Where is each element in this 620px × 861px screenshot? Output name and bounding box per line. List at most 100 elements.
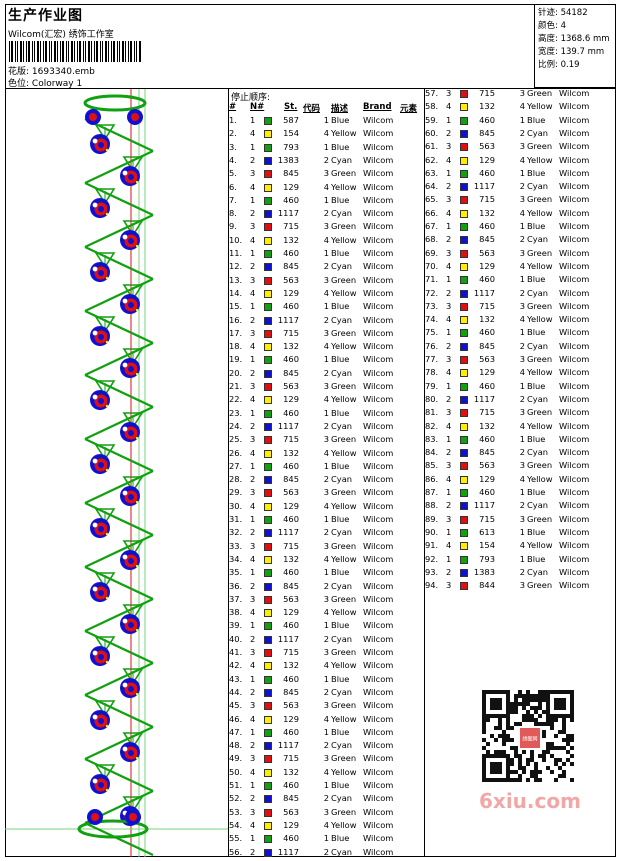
- stitch-count: 132: [283, 553, 299, 564]
- rose-center: [128, 686, 134, 692]
- color-swatch: [460, 183, 468, 192]
- color-swatch: [264, 728, 272, 737]
- color-description: Green: [527, 460, 553, 471]
- stop-row: 27. 1 460 1 Blue Wilcom: [229, 461, 424, 474]
- stitch-count: 715: [479, 194, 495, 205]
- color-code: 1: [323, 833, 329, 844]
- brand-name: Wilcom: [363, 620, 394, 631]
- brand-name: Wilcom: [363, 208, 394, 219]
- rose-accent: [105, 724, 109, 728]
- stop-number: 87.: [425, 487, 439, 497]
- color-description: Green: [527, 354, 553, 364]
- color-description: Yellow: [527, 101, 553, 112]
- needle-number: 2: [250, 261, 256, 272]
- color-code: 4: [323, 394, 329, 405]
- stitch-count: 129: [479, 260, 495, 271]
- stop-number: 22.: [229, 394, 243, 405]
- color-description: Green: [331, 753, 357, 764]
- stitch-count: 1117: [473, 393, 495, 404]
- stop-row: 89. 3 715 3 Green Wilcom: [425, 514, 620, 527]
- rose-center: [128, 622, 134, 628]
- stitch-count: 132: [283, 766, 299, 777]
- rose-center: [128, 302, 134, 308]
- stop-row: 12. 2 845 2 Cyan Wilcom: [229, 261, 424, 274]
- needle-number: 1: [446, 553, 452, 564]
- color-code: 3: [519, 194, 525, 205]
- stop-row: 47. 1 460 1 Blue Wilcom: [229, 727, 424, 740]
- color-swatch: [460, 409, 468, 418]
- color-description: Green: [331, 647, 357, 657]
- brand-name: Wilcom: [363, 740, 394, 751]
- needle-number: 1: [446, 114, 452, 125]
- stitch-count: 1117: [277, 633, 299, 644]
- leaf: [94, 444, 116, 461]
- header: 生产作业图 Wilcom(汇宏) 绣饰工作室 花版: 1693340.emb 色…: [5, 4, 534, 89]
- col-header-element: 元素: [400, 104, 418, 114]
- stop-number: 18.: [229, 341, 243, 352]
- stop-number: 11.: [229, 248, 243, 258]
- color-code: 2: [519, 500, 525, 511]
- stop-number: 5.: [229, 168, 237, 179]
- brand-name: Wilcom: [363, 221, 394, 232]
- rose-highlight: [92, 394, 98, 400]
- color-description: Cyan: [331, 208, 353, 219]
- needle-number: 1: [250, 301, 256, 312]
- stop-row: 10. 4 132 4 Yellow Wilcom: [229, 235, 424, 248]
- brand-name: Wilcom: [559, 88, 590, 98]
- embroidery-design-svg: [5, 89, 228, 857]
- needle-number: 2: [250, 154, 256, 165]
- brand-name: Wilcom: [559, 114, 590, 125]
- stop-number: 81.: [425, 407, 439, 418]
- stop-row: 29. 3 563 3 Green Wilcom: [229, 487, 424, 500]
- brand-name: Wilcom: [559, 566, 590, 577]
- brand-name: Wilcom: [363, 274, 394, 285]
- stitch-count: 129: [283, 394, 299, 405]
- color-code: 3: [323, 700, 329, 711]
- stitch-count: 129: [283, 713, 299, 724]
- stitch-count: 460: [283, 833, 299, 844]
- color-description: Cyan: [527, 127, 549, 138]
- stop-number: 71.: [425, 274, 439, 285]
- color-description: Green: [331, 274, 357, 285]
- rose-accent: [105, 404, 109, 408]
- stop-row: 56. 2 1117 2 Cyan Wilcom: [229, 847, 424, 860]
- color-swatch: [460, 582, 468, 591]
- color-swatch: [264, 649, 272, 657]
- color-code: 2: [519, 181, 525, 192]
- rose-center: [98, 782, 104, 788]
- color-swatch: [460, 502, 468, 511]
- stop-row: 63. 1 460 1 Blue Wilcom: [425, 168, 620, 181]
- stitch-count: 715: [283, 327, 299, 338]
- stop-number: 91.: [425, 540, 439, 551]
- color-description: Yellow: [331, 181, 357, 192]
- color-description: Blue: [331, 726, 350, 737]
- stop-row: 73. 3 715 3 Green Wilcom: [425, 301, 620, 314]
- color-swatch: [264, 582, 272, 591]
- color-description: Blue: [527, 553, 546, 564]
- brand-name: Wilcom: [363, 141, 394, 152]
- needle-number: 4: [250, 128, 256, 139]
- stop-row: 25. 3 715 3 Green Wilcom: [229, 434, 424, 447]
- needle-number: 2: [250, 633, 256, 644]
- stitch-count: 129: [283, 500, 299, 511]
- color-description: Blue: [331, 460, 350, 471]
- color-description: Blue: [527, 167, 546, 178]
- needle-number: 1: [250, 248, 256, 258]
- color-swatch: [264, 835, 272, 844]
- stop-number: 14.: [229, 287, 243, 298]
- color-description: Cyan: [527, 447, 549, 458]
- color-description: Yellow: [331, 766, 357, 777]
- color-swatch: [264, 196, 272, 205]
- brand-name: Wilcom: [559, 221, 590, 231]
- needle-number: 1: [250, 194, 256, 205]
- rose-accent: [105, 532, 109, 536]
- brand-name: Wilcom: [363, 833, 394, 844]
- brand-name: Wilcom: [363, 434, 394, 445]
- color-swatch: [264, 436, 272, 445]
- stop-number: 1.: [229, 115, 237, 125]
- leaf: [94, 252, 116, 269]
- color-swatch: [264, 409, 272, 418]
- color-code: 4: [323, 500, 329, 511]
- color-swatch: [460, 196, 468, 205]
- color-description: Blue: [527, 274, 546, 285]
